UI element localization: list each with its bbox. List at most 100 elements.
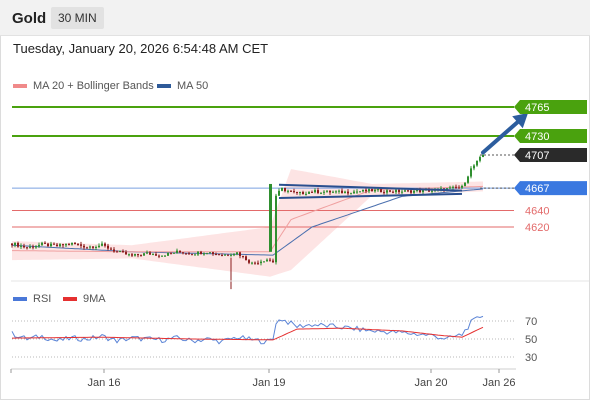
rsi-ma9-line [12, 326, 484, 341]
candle-body [299, 191, 301, 194]
candle-body [185, 253, 187, 255]
candle-body [452, 186, 454, 188]
candle-body [407, 190, 409, 192]
legend-bollinger: MA 20 + Bollinger Bands [13, 80, 154, 92]
price-label-text: 4667 [525, 183, 549, 195]
candle-body [26, 247, 28, 249]
candle-body [287, 190, 289, 192]
candle-body [278, 190, 280, 196]
legend-swatch-rsi [13, 297, 27, 301]
candle-body [182, 252, 184, 254]
candle-body [245, 256, 247, 261]
candle-body [371, 189, 373, 192]
legend-ma50: MA 50 [157, 80, 208, 92]
candle-body [197, 251, 199, 255]
candle-body [134, 254, 136, 256]
candle-body [236, 252, 238, 255]
candle-body [32, 246, 34, 248]
candle-body [281, 187, 283, 191]
bollinger-band-fill [12, 169, 483, 277]
candle-body [101, 243, 103, 246]
candle-body [29, 246, 31, 248]
candle-body [467, 176, 469, 183]
candle-body [329, 190, 331, 193]
candle-body [368, 189, 370, 192]
candle-body [290, 190, 292, 192]
candle-body [257, 262, 259, 264]
candle-body [218, 254, 220, 256]
candle-body [20, 245, 22, 247]
price-label-4640: 4640 [525, 205, 549, 217]
candle-body [50, 243, 52, 247]
candle-body [206, 253, 208, 255]
chart-header: Gold 30 MIN [0, 0, 590, 36]
candle-body [338, 190, 340, 192]
candle-body [41, 242, 43, 245]
candle-body [71, 242, 73, 245]
candle-body [113, 249, 115, 252]
candle-body [122, 251, 124, 253]
candle-body [14, 242, 16, 246]
candle-body [314, 190, 316, 193]
candle-body [344, 191, 346, 194]
candle-body [275, 195, 277, 263]
candle-body [194, 254, 196, 256]
candle-breakout [269, 183, 272, 252]
candle-body [248, 260, 250, 263]
candle-body [131, 254, 133, 256]
candle-body [137, 254, 139, 256]
channel-lower-line [278, 192, 463, 200]
legend-swatch-9ma [63, 297, 77, 301]
candle-body [347, 191, 349, 194]
candle-body [53, 243, 55, 245]
candle-body [383, 192, 385, 194]
candle-body [380, 189, 382, 193]
legend-label-rsi: RSI [33, 293, 52, 305]
legend-swatch-bollinger [13, 84, 27, 88]
legend-label-9ma: 9MA [83, 293, 106, 305]
candle-body [458, 187, 460, 189]
candle-body [98, 245, 100, 247]
candle-body [38, 244, 40, 247]
candle-body [455, 186, 457, 188]
candle-body [209, 252, 211, 254]
candle-body [17, 242, 19, 247]
price-label-text: 4620 [525, 222, 549, 234]
timeframe-badge[interactable]: 30 MIN [51, 7, 104, 29]
candle-body [128, 254, 130, 256]
candle-body [23, 245, 25, 248]
candle-body [251, 262, 253, 264]
candle-body [395, 189, 397, 193]
candle-body [476, 160, 478, 166]
instrument-title: Gold [12, 10, 47, 27]
candle-body [422, 189, 424, 193]
candle-body [179, 250, 181, 253]
candle-body [110, 248, 112, 250]
x-tick-label: Jan 19 [252, 377, 285, 389]
candle-body [365, 189, 367, 192]
candle-body [266, 259, 268, 262]
candle-body [386, 190, 388, 193]
candle-body [212, 252, 214, 255]
legend-swatch-ma50 [157, 84, 171, 88]
candle-body [83, 245, 85, 248]
price-label-text: 4730 [525, 131, 549, 143]
candle-body [320, 192, 322, 194]
candle-body [341, 190, 343, 194]
price-label-4620: 4620 [525, 222, 549, 234]
candle-body [389, 190, 391, 192]
candle-body [461, 185, 463, 188]
candle-body [272, 260, 274, 263]
candle-body [56, 244, 58, 247]
candle-body [428, 189, 430, 192]
price-label-bg [514, 148, 587, 162]
candle-body [203, 253, 205, 255]
candle-body [233, 254, 235, 256]
forecast-arrow-shaft [481, 120, 520, 155]
candle-body [326, 190, 328, 192]
candle-body [404, 190, 406, 192]
candle-body [359, 191, 361, 193]
candle-body [353, 191, 355, 194]
legend-label-bollinger: MA 20 + Bollinger Bands [33, 80, 154, 92]
